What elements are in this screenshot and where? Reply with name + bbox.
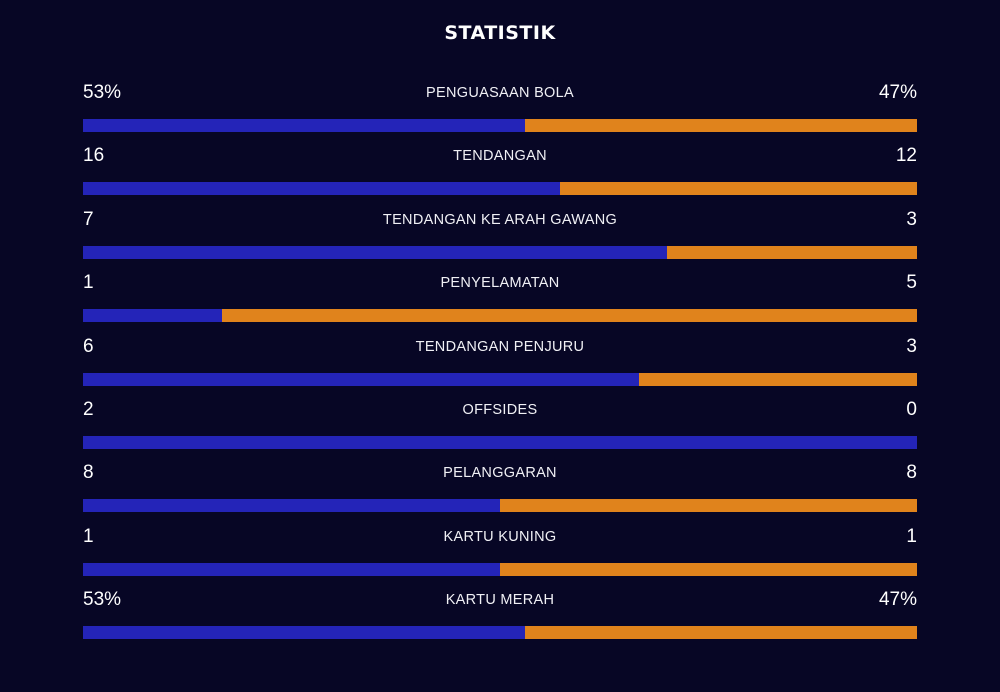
statistics-title: STATISTIK — [444, 22, 556, 44]
comparison-bar — [83, 182, 917, 196]
home-value: 1 — [83, 272, 94, 294]
stat-row-saves: 1 PENYELAMATAN 5 — [83, 268, 917, 331]
comparison-bar — [83, 626, 917, 640]
away-bar-fill — [222, 309, 917, 323]
away-value: 5 — [906, 272, 917, 294]
away-value: 3 — [906, 335, 917, 357]
home-bar-fill — [83, 562, 500, 576]
home-bar-fill — [83, 119, 526, 132]
comparison-bar — [83, 562, 917, 576]
stat-row-yellow-cards: 1 KARTU KUNING 1 — [83, 522, 917, 585]
stat-label: OFFSIDES — [462, 401, 538, 418]
stat-row-shots-on-target: 7 TENDANGAN KE ARAH GAWANG 3 — [83, 205, 917, 268]
home-value: 16 — [83, 145, 105, 167]
away-value: 3 — [906, 208, 917, 230]
stat-label: TENDANGAN KE ARAH GAWANG — [382, 211, 618, 228]
away-bar-fill — [500, 499, 917, 513]
comparison-bar — [83, 309, 917, 323]
comparison-bar — [83, 435, 917, 449]
home-bar-fill — [83, 182, 560, 196]
home-value: 53% — [83, 82, 122, 103]
comparison-bar — [83, 372, 917, 386]
stat-label: KARTU KUNING — [443, 528, 557, 545]
away-value: 8 — [906, 462, 917, 484]
comparison-bar — [83, 245, 917, 259]
stat-row-fouls: 8 PELANGGARAN 8 — [83, 458, 917, 521]
home-bar-fill — [83, 309, 223, 323]
stat-label: PELANGGARAN — [443, 465, 557, 482]
away-value: 47% — [878, 589, 917, 611]
stat-label: KARTU MERAH — [445, 592, 555, 609]
home-bar-fill — [83, 435, 917, 449]
home-bar-fill — [83, 372, 640, 386]
away-value: 1 — [906, 525, 917, 547]
stat-label: PENYELAMATAN — [440, 275, 560, 292]
away-bar-fill — [500, 562, 917, 576]
away-bar-fill — [639, 372, 917, 386]
away-bar-fill — [559, 182, 917, 196]
home-bar-fill — [83, 626, 526, 640]
comparison-bar — [83, 119, 917, 132]
stat-row-offsides: 2 OFFSIDES 0 — [83, 395, 917, 458]
stat-row-corners: 6 TENDANGAN PENJURU 3 — [83, 332, 917, 395]
statistics-list: 53% PENGUASAAN BOLA 47% 16 TENDANGAN 12 … — [83, 78, 917, 649]
stat-label: TENDANGAN — [453, 148, 547, 165]
home-bar-fill — [83, 499, 500, 513]
away-value: 47% — [878, 82, 917, 103]
home-value: 8 — [83, 462, 94, 484]
stat-row-red-cards: 53% KARTU MERAH 47% — [83, 585, 917, 648]
home-value: 2 — [83, 398, 94, 420]
stat-row-possession: 53% PENGUASAAN BOLA 47% — [83, 78, 917, 141]
home-value: 7 — [83, 208, 94, 230]
away-value: 0 — [906, 398, 917, 420]
away-bar-fill — [525, 626, 917, 640]
away-bar-fill — [666, 245, 917, 259]
home-bar-fill — [83, 245, 667, 259]
stat-label: PENGUASAAN BOLA — [426, 85, 574, 101]
away-bar-fill — [525, 119, 917, 132]
home-value: 1 — [83, 525, 94, 547]
stat-row-shots: 16 TENDANGAN 12 — [83, 141, 917, 204]
stat-label: TENDANGAN PENJURU — [415, 338, 585, 355]
away-value: 12 — [895, 145, 917, 167]
home-value: 53% — [83, 589, 122, 611]
home-value: 6 — [83, 335, 94, 357]
comparison-bar — [83, 499, 917, 513]
